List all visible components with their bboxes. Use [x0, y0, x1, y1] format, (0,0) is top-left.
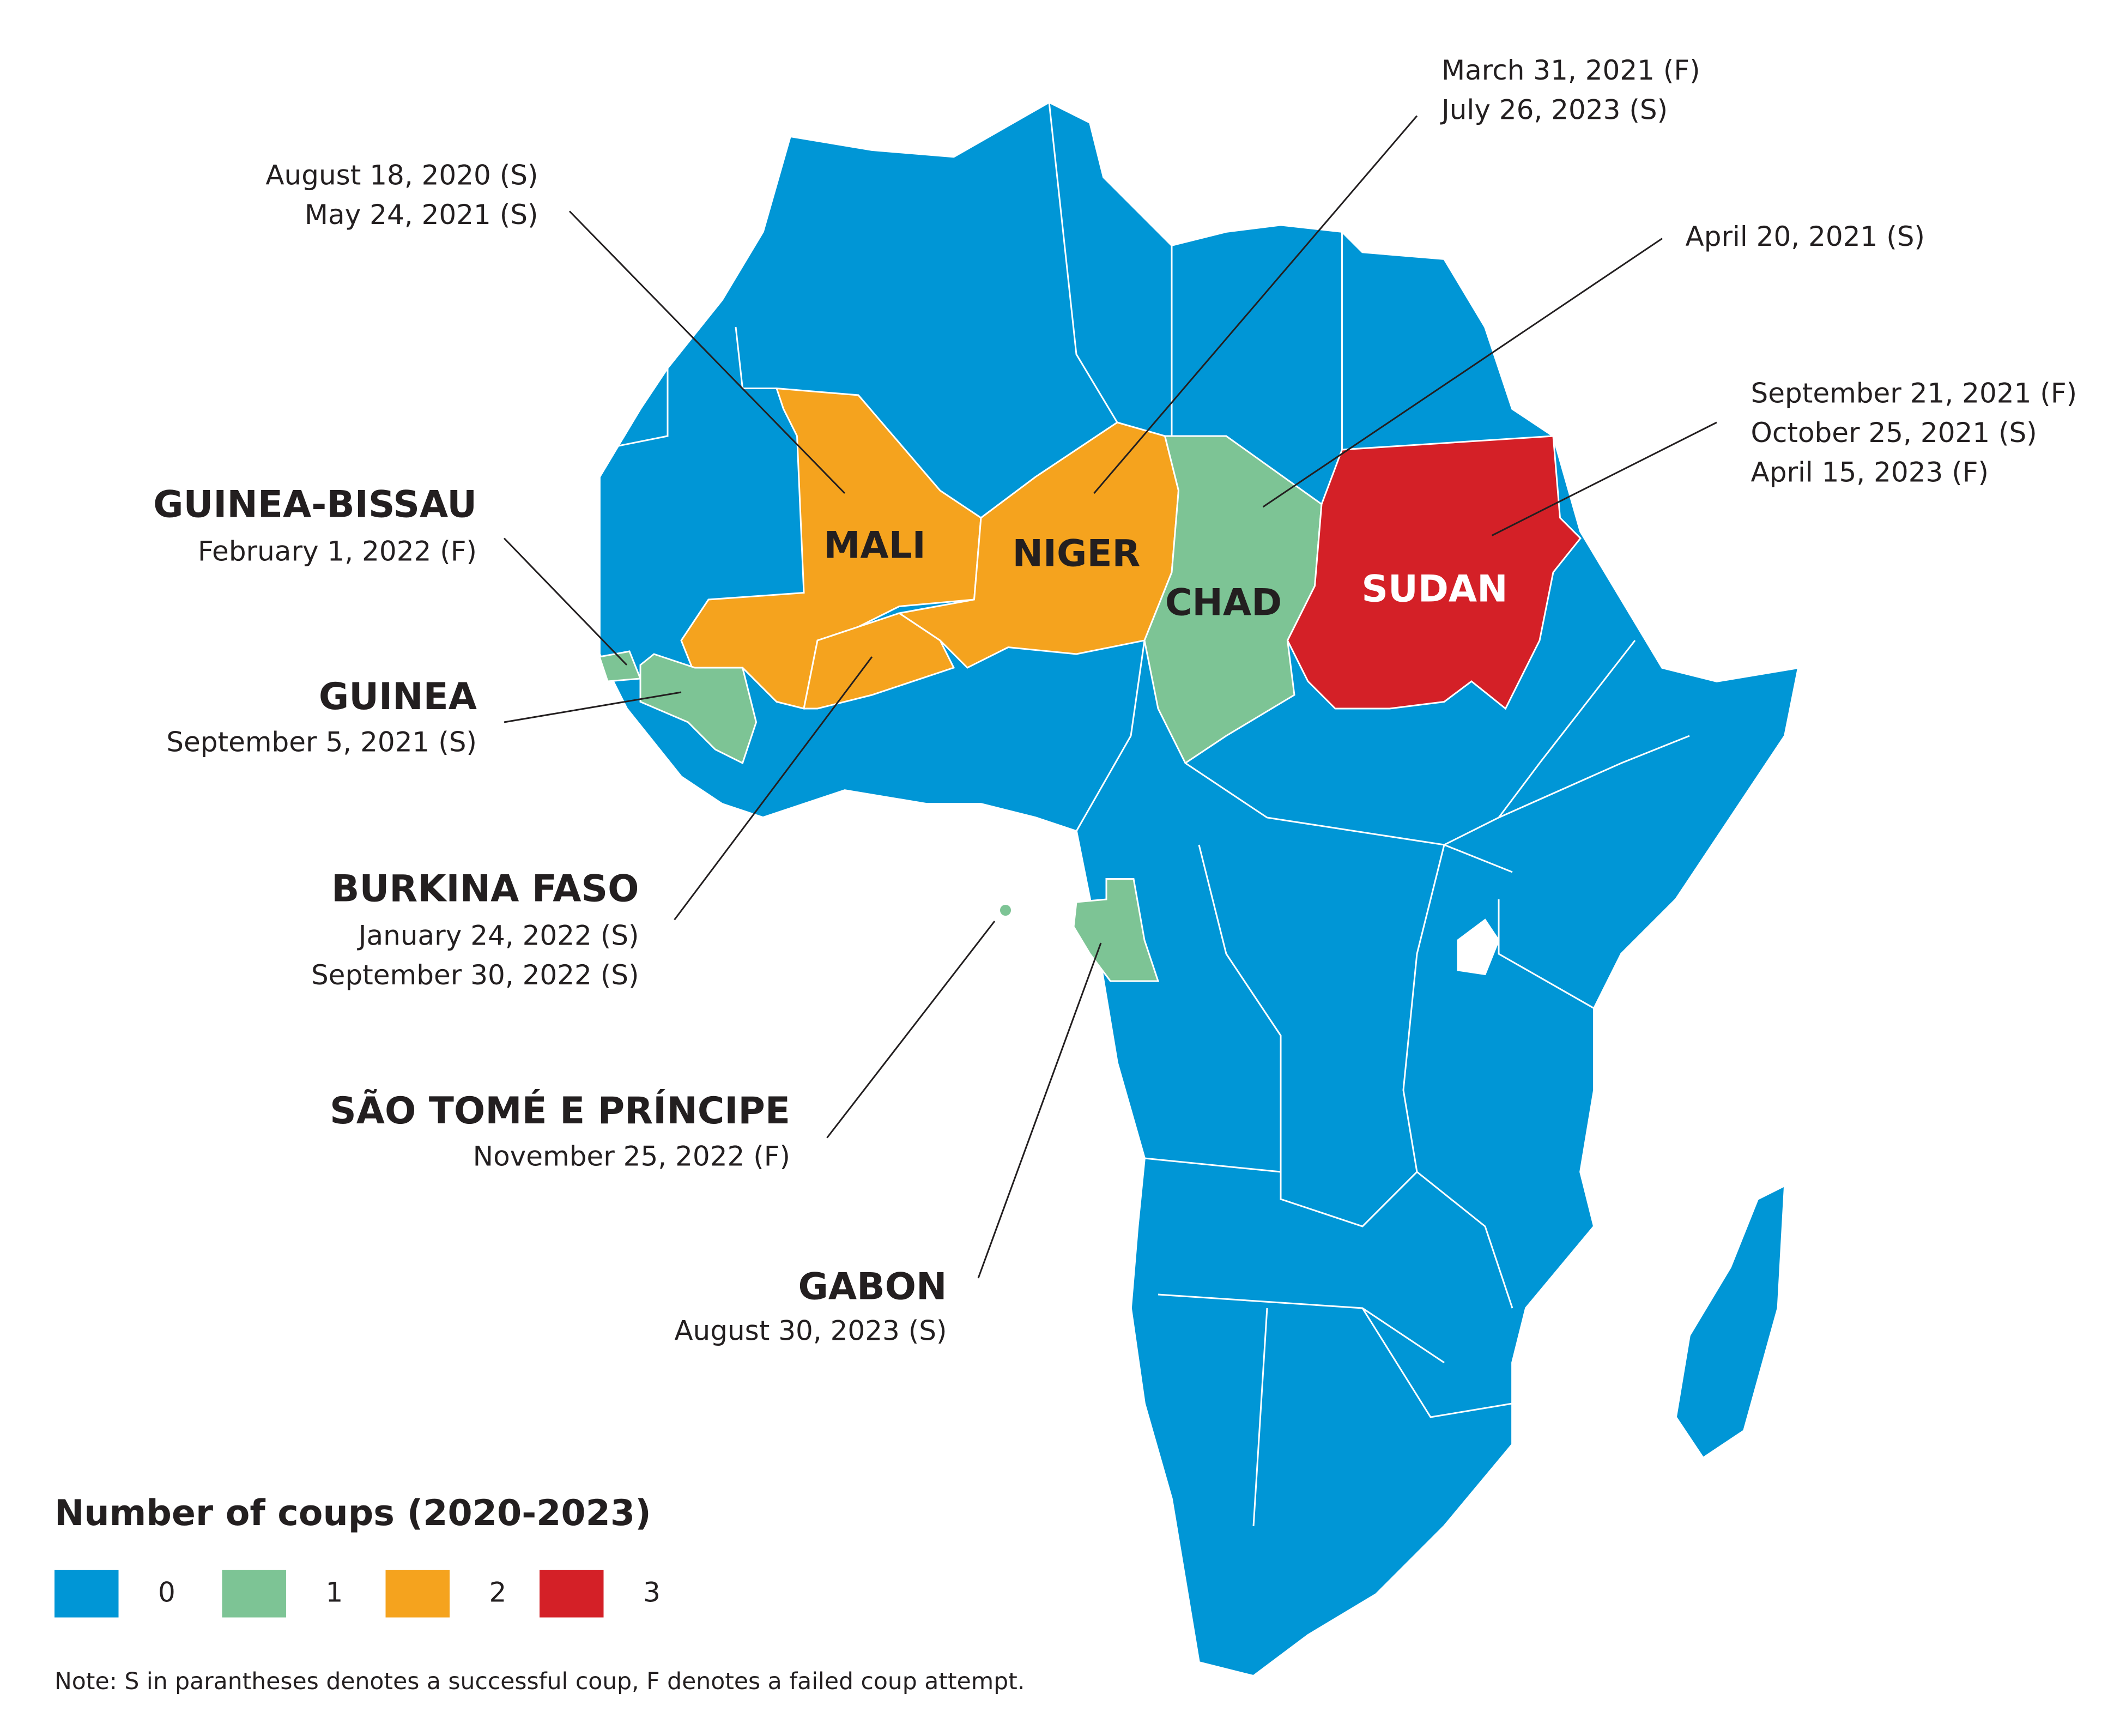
- coup-date: April 15, 2023 (F): [1751, 457, 1989, 488]
- coup-date: September 5, 2021 (S): [166, 727, 477, 758]
- legend-label: 2: [489, 1577, 507, 1608]
- coup-date: January 24, 2022 (S): [357, 920, 639, 952]
- country-name: NIGER: [1012, 532, 1140, 575]
- country-name: GABON: [798, 1265, 947, 1308]
- coup-date: May 24, 2021 (S): [305, 199, 538, 231]
- coup-date: April 20, 2021 (S): [1686, 221, 1925, 252]
- leader-line: [568, 210, 846, 494]
- labels: MALI August 18, 2020 (S) May 24, 2021 (S) N…: [153, 55, 2077, 1347]
- coup-date: February 1, 2022 (F): [198, 536, 477, 567]
- legend-label: 3: [643, 1577, 661, 1608]
- country-name: BURKINA FASO: [331, 867, 639, 910]
- country-shape: [639, 653, 758, 765]
- country-name: GUINEA-BISSAU: [153, 483, 477, 526]
- leader-line: [826, 921, 996, 1139]
- coup-date: November 25, 2022 (F): [473, 1141, 790, 1172]
- legend-swatch: [54, 1570, 119, 1618]
- legend-label: 1: [326, 1577, 343, 1608]
- borders: [599, 102, 1690, 1527]
- coup-date: August 30, 2023 (S): [674, 1315, 947, 1347]
- country-shape: [1073, 878, 1160, 982]
- leader-line: [977, 942, 1102, 1279]
- coup-date: March 31, 2021 (F): [1441, 55, 1700, 86]
- coup-date: August 18, 2020 (S): [265, 160, 538, 191]
- leader-line: [1262, 238, 1663, 508]
- lake: [1457, 918, 1500, 976]
- legend-label: 0: [158, 1577, 175, 1608]
- legend-swatch: [385, 1570, 450, 1618]
- country-name: GUINEA: [319, 675, 477, 718]
- coup-date: September 30, 2022 (S): [311, 959, 639, 991]
- legend-swatch: [222, 1570, 286, 1618]
- country-name: MALI: [823, 524, 926, 567]
- leader-line: [504, 691, 682, 723]
- leader-line: [1491, 421, 1717, 536]
- border: [1444, 640, 1690, 1009]
- coup-date: September 21, 2021 (F): [1751, 378, 2077, 409]
- countries: [598, 387, 1582, 982]
- madagascar: [1675, 1183, 1786, 1460]
- leader-line: [503, 537, 628, 666]
- country-shape: [680, 387, 982, 710]
- country-shape: [1286, 435, 1582, 710]
- africa-outline: [598, 101, 1800, 1678]
- country-name: SUDAN: [1361, 567, 1507, 610]
- legend: 0 1 2 3: [54, 1570, 661, 1618]
- country-name: CHAD: [1165, 581, 1282, 624]
- coup-date: October 25, 2021 (S): [1751, 417, 2037, 449]
- country-name: SÃO TOMÉ E PRÍNCIPE: [330, 1089, 790, 1132]
- country-shape: [1000, 905, 1011, 916]
- leader-line: [674, 656, 873, 921]
- legend-swatch: [540, 1570, 604, 1618]
- border: [1144, 844, 1513, 1527]
- coup-date: July 26, 2023 (S): [1440, 94, 1668, 126]
- country-shape: [803, 612, 955, 710]
- leader-line: [1093, 115, 1418, 494]
- note: Note: S in parantheses denotes a success…: [54, 1668, 1025, 1695]
- legend-title: Number of coups (2020-2023): [54, 1493, 651, 1534]
